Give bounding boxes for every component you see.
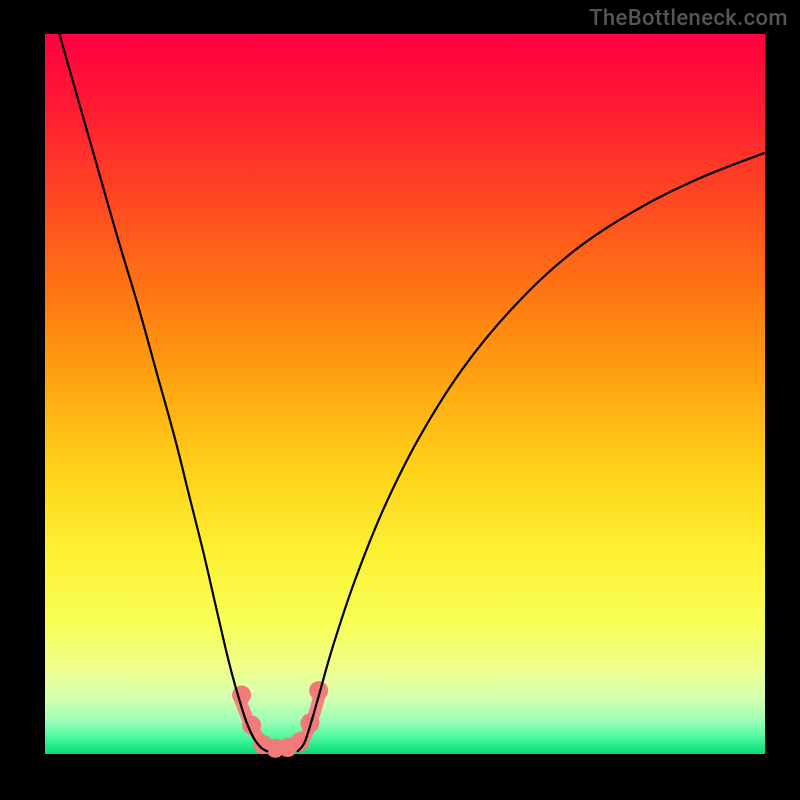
bottleneck-chart — [0, 0, 800, 800]
plot-background — [45, 34, 765, 754]
watermark-label: TheBottleneck.com — [589, 6, 788, 31]
